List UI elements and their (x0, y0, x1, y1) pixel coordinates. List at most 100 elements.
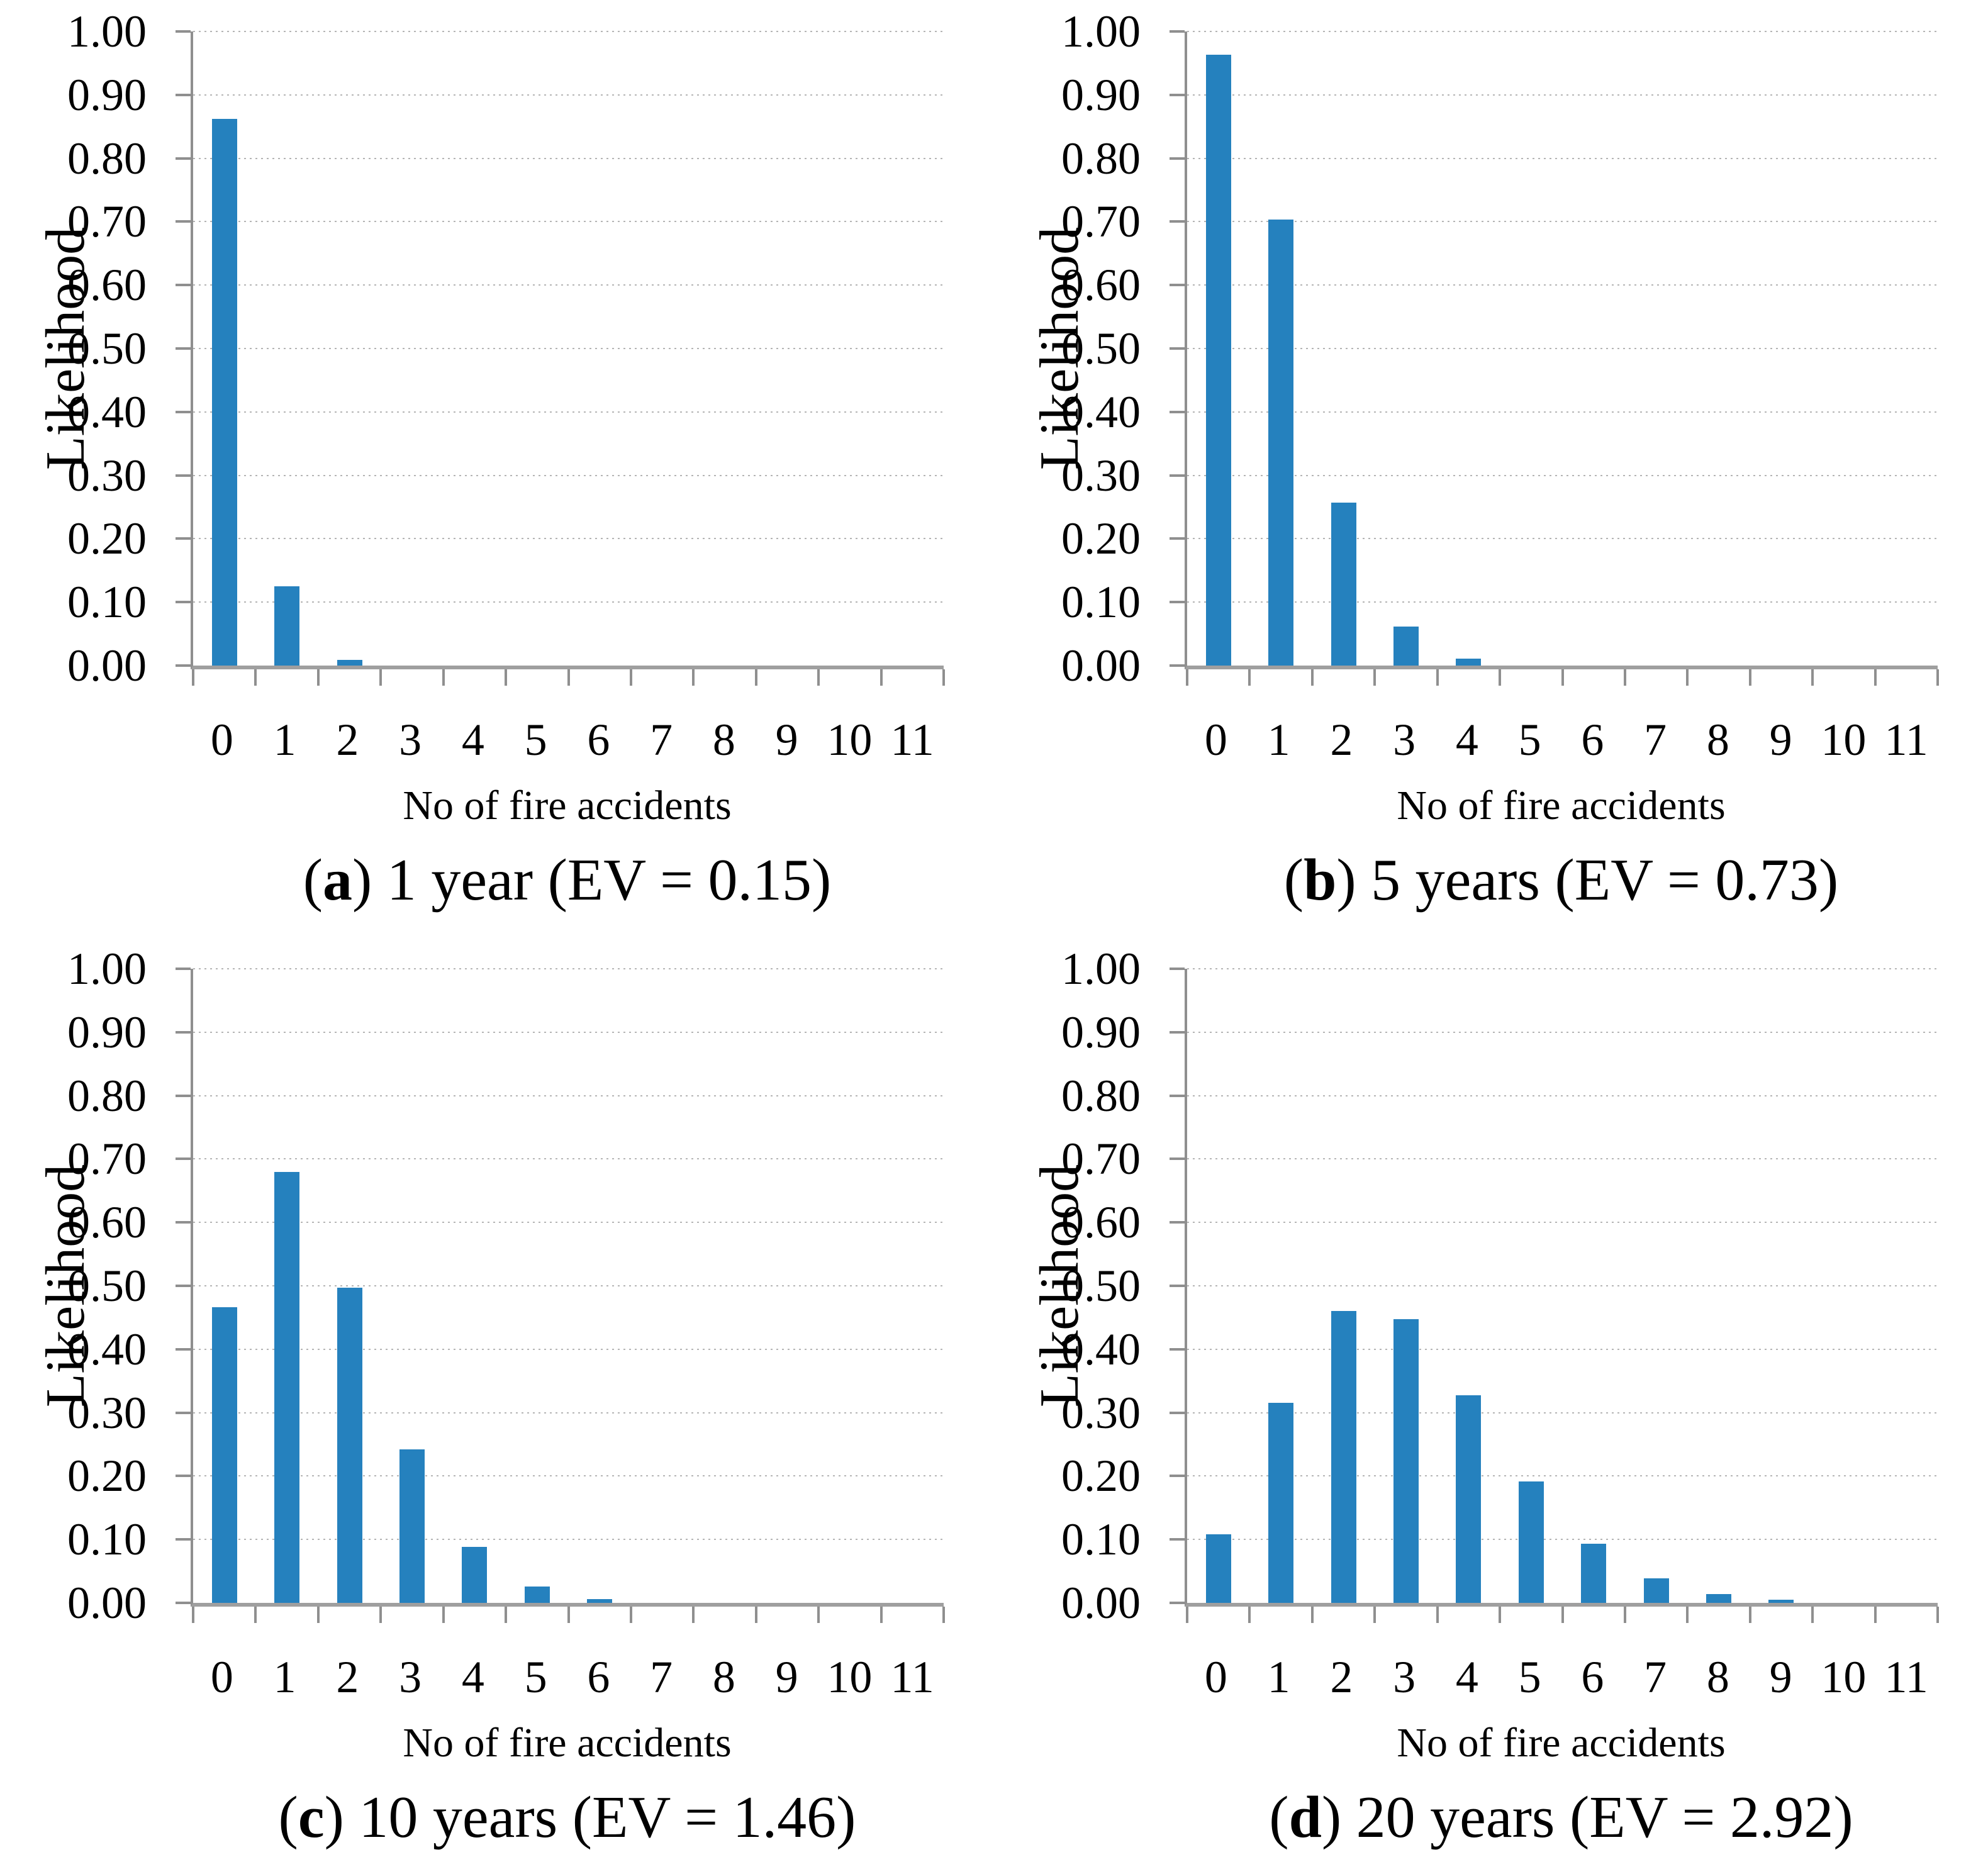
bar (1706, 1593, 1732, 1603)
y-tick-mark (176, 347, 191, 350)
plot-area (1170, 968, 1939, 1623)
gridline (1187, 538, 1938, 540)
caption-text: ) 5 years (EV = 0.73) (1336, 847, 1839, 913)
x-tick-mark (942, 669, 945, 686)
y-tick-label: 0.70 (67, 1134, 147, 1185)
y-tick-label: 0.20 (1061, 1451, 1141, 1502)
gridline (1187, 601, 1938, 603)
y-tick-mark (176, 30, 191, 33)
x-tick-label: 1 (273, 1652, 296, 1702)
y-tick-label: 1.00 (1061, 6, 1141, 57)
y-tick-labels: 0.00 0.10 0.20 0.30 0.40 0.50 0.60 0.70 0.80 0.90… (0, 9, 191, 688)
x-tick-mark (817, 1607, 820, 1623)
x-tick-label: 7 (650, 1652, 673, 1702)
gridline (1187, 1222, 1938, 1224)
y-tick-mark (1170, 347, 1185, 350)
caption-open-paren: ( (303, 847, 323, 913)
x-tick-label: 8 (712, 1652, 735, 1702)
x-tick-mark (692, 1607, 695, 1623)
plot-area (176, 968, 945, 1623)
x-tick-mark (1811, 1607, 1814, 1623)
bar (274, 1171, 300, 1603)
gridline (193, 968, 944, 969)
x-tick-mark (1623, 1607, 1626, 1623)
x-axis-title: No of fire accidents (403, 783, 732, 828)
x-tick-label: 2 (336, 1652, 359, 1702)
x-tick-mark (1686, 669, 1689, 686)
x-tick-mark (942, 1607, 945, 1623)
bar (1268, 1403, 1294, 1603)
gridline (1187, 1539, 1938, 1541)
x-tick-mark (1561, 669, 1564, 686)
y-tick-mark (176, 220, 191, 223)
y-tick-label: 0.80 (67, 1070, 147, 1121)
x-tick-label: 9 (775, 1652, 798, 1702)
bar (211, 1307, 237, 1603)
x-tick-labels: 0 1 2 3 4 5 6 7 8 9 10 11 (1185, 717, 1938, 777)
x-tick-labels: 0 1 2 3 4 5 6 7 8 9 10 11 (1185, 1654, 1938, 1714)
bar (1643, 1578, 1669, 1603)
y-tick-label: 0.00 (67, 1578, 147, 1628)
y-tick-label: 0.50 (67, 1261, 147, 1311)
x-tick-mark (567, 669, 570, 686)
x-tick-label: 10 (827, 715, 873, 765)
gridline (1187, 348, 1938, 349)
bar (524, 1586, 550, 1603)
y-tick-mark (176, 664, 191, 667)
y-tick-mark (1170, 93, 1185, 96)
x-tick-mark (1874, 1607, 1877, 1623)
bar (1456, 658, 1482, 666)
y-tick-label: 0.30 (1061, 1387, 1141, 1438)
gridline (1187, 1031, 1938, 1033)
x-tick-label: 0 (210, 715, 233, 765)
gridline (193, 1095, 944, 1096)
x-tick-label: 6 (587, 715, 610, 765)
y-tick-label: 0.20 (67, 1451, 147, 1502)
y-tick-label: 0.00 (1061, 640, 1141, 691)
x-axis-title: No of fire accidents (1397, 1720, 1726, 1766)
y-tick-label: 0.10 (67, 1514, 147, 1565)
bar (337, 1288, 362, 1603)
y-tick-mark (176, 1221, 191, 1224)
y-tick-mark (1170, 1285, 1185, 1287)
x-tick-label: 3 (1393, 1652, 1416, 1702)
bar (1393, 626, 1419, 666)
bar (211, 119, 237, 666)
y-tick-label: 0.90 (67, 1007, 147, 1057)
x-tick-label: 8 (1706, 715, 1729, 765)
caption-letter: d (1288, 1785, 1322, 1850)
y-tick-label: 0.80 (1061, 1070, 1141, 1121)
y-tick-label: 0.00 (1061, 1578, 1141, 1628)
y-tick-label: 0.60 (1061, 260, 1141, 311)
plot-area (1170, 30, 1939, 686)
y-tick-label: 0.20 (67, 513, 147, 564)
x-tick-mark (1373, 1607, 1377, 1623)
x-tick-mark (1874, 669, 1877, 686)
x-tick-label: 2 (336, 715, 359, 765)
y-tick-label: 0.90 (67, 69, 147, 120)
x-tick-mark (1310, 669, 1314, 686)
gridline (193, 348, 944, 349)
y-tick-label: 1.00 (1061, 944, 1141, 994)
x-tick-label: 5 (1518, 1652, 1541, 1702)
panel-b: Likelihood 0.00 0.10 0.20 0.30 0.40 0.50 0.60 0… (994, 0, 1988, 937)
bar (1331, 502, 1356, 666)
caption-text: ) 20 years (EV = 2.92) (1321, 1785, 1853, 1850)
y-tick-mark (1170, 157, 1185, 160)
x-tick-mark (1811, 669, 1814, 686)
gridline (193, 1475, 944, 1477)
bar (462, 1547, 488, 1603)
y-tick-mark (1170, 1347, 1185, 1351)
gridline (1187, 411, 1938, 413)
y-tick-mark (1170, 1602, 1185, 1604)
x-tick-label: 4 (461, 715, 484, 765)
x-tick-mark (254, 1607, 257, 1623)
y-tick-mark (176, 157, 191, 160)
x-tick-label: 1 (273, 715, 296, 765)
x-axis-title: No of fire accidents (403, 1720, 732, 1766)
y-tick-label: 0.70 (67, 196, 147, 247)
caption-letter: b (1304, 847, 1337, 913)
gridline (193, 1348, 944, 1350)
y-tick-mark (1170, 601, 1185, 604)
x-tick-mark (1499, 1607, 1502, 1623)
